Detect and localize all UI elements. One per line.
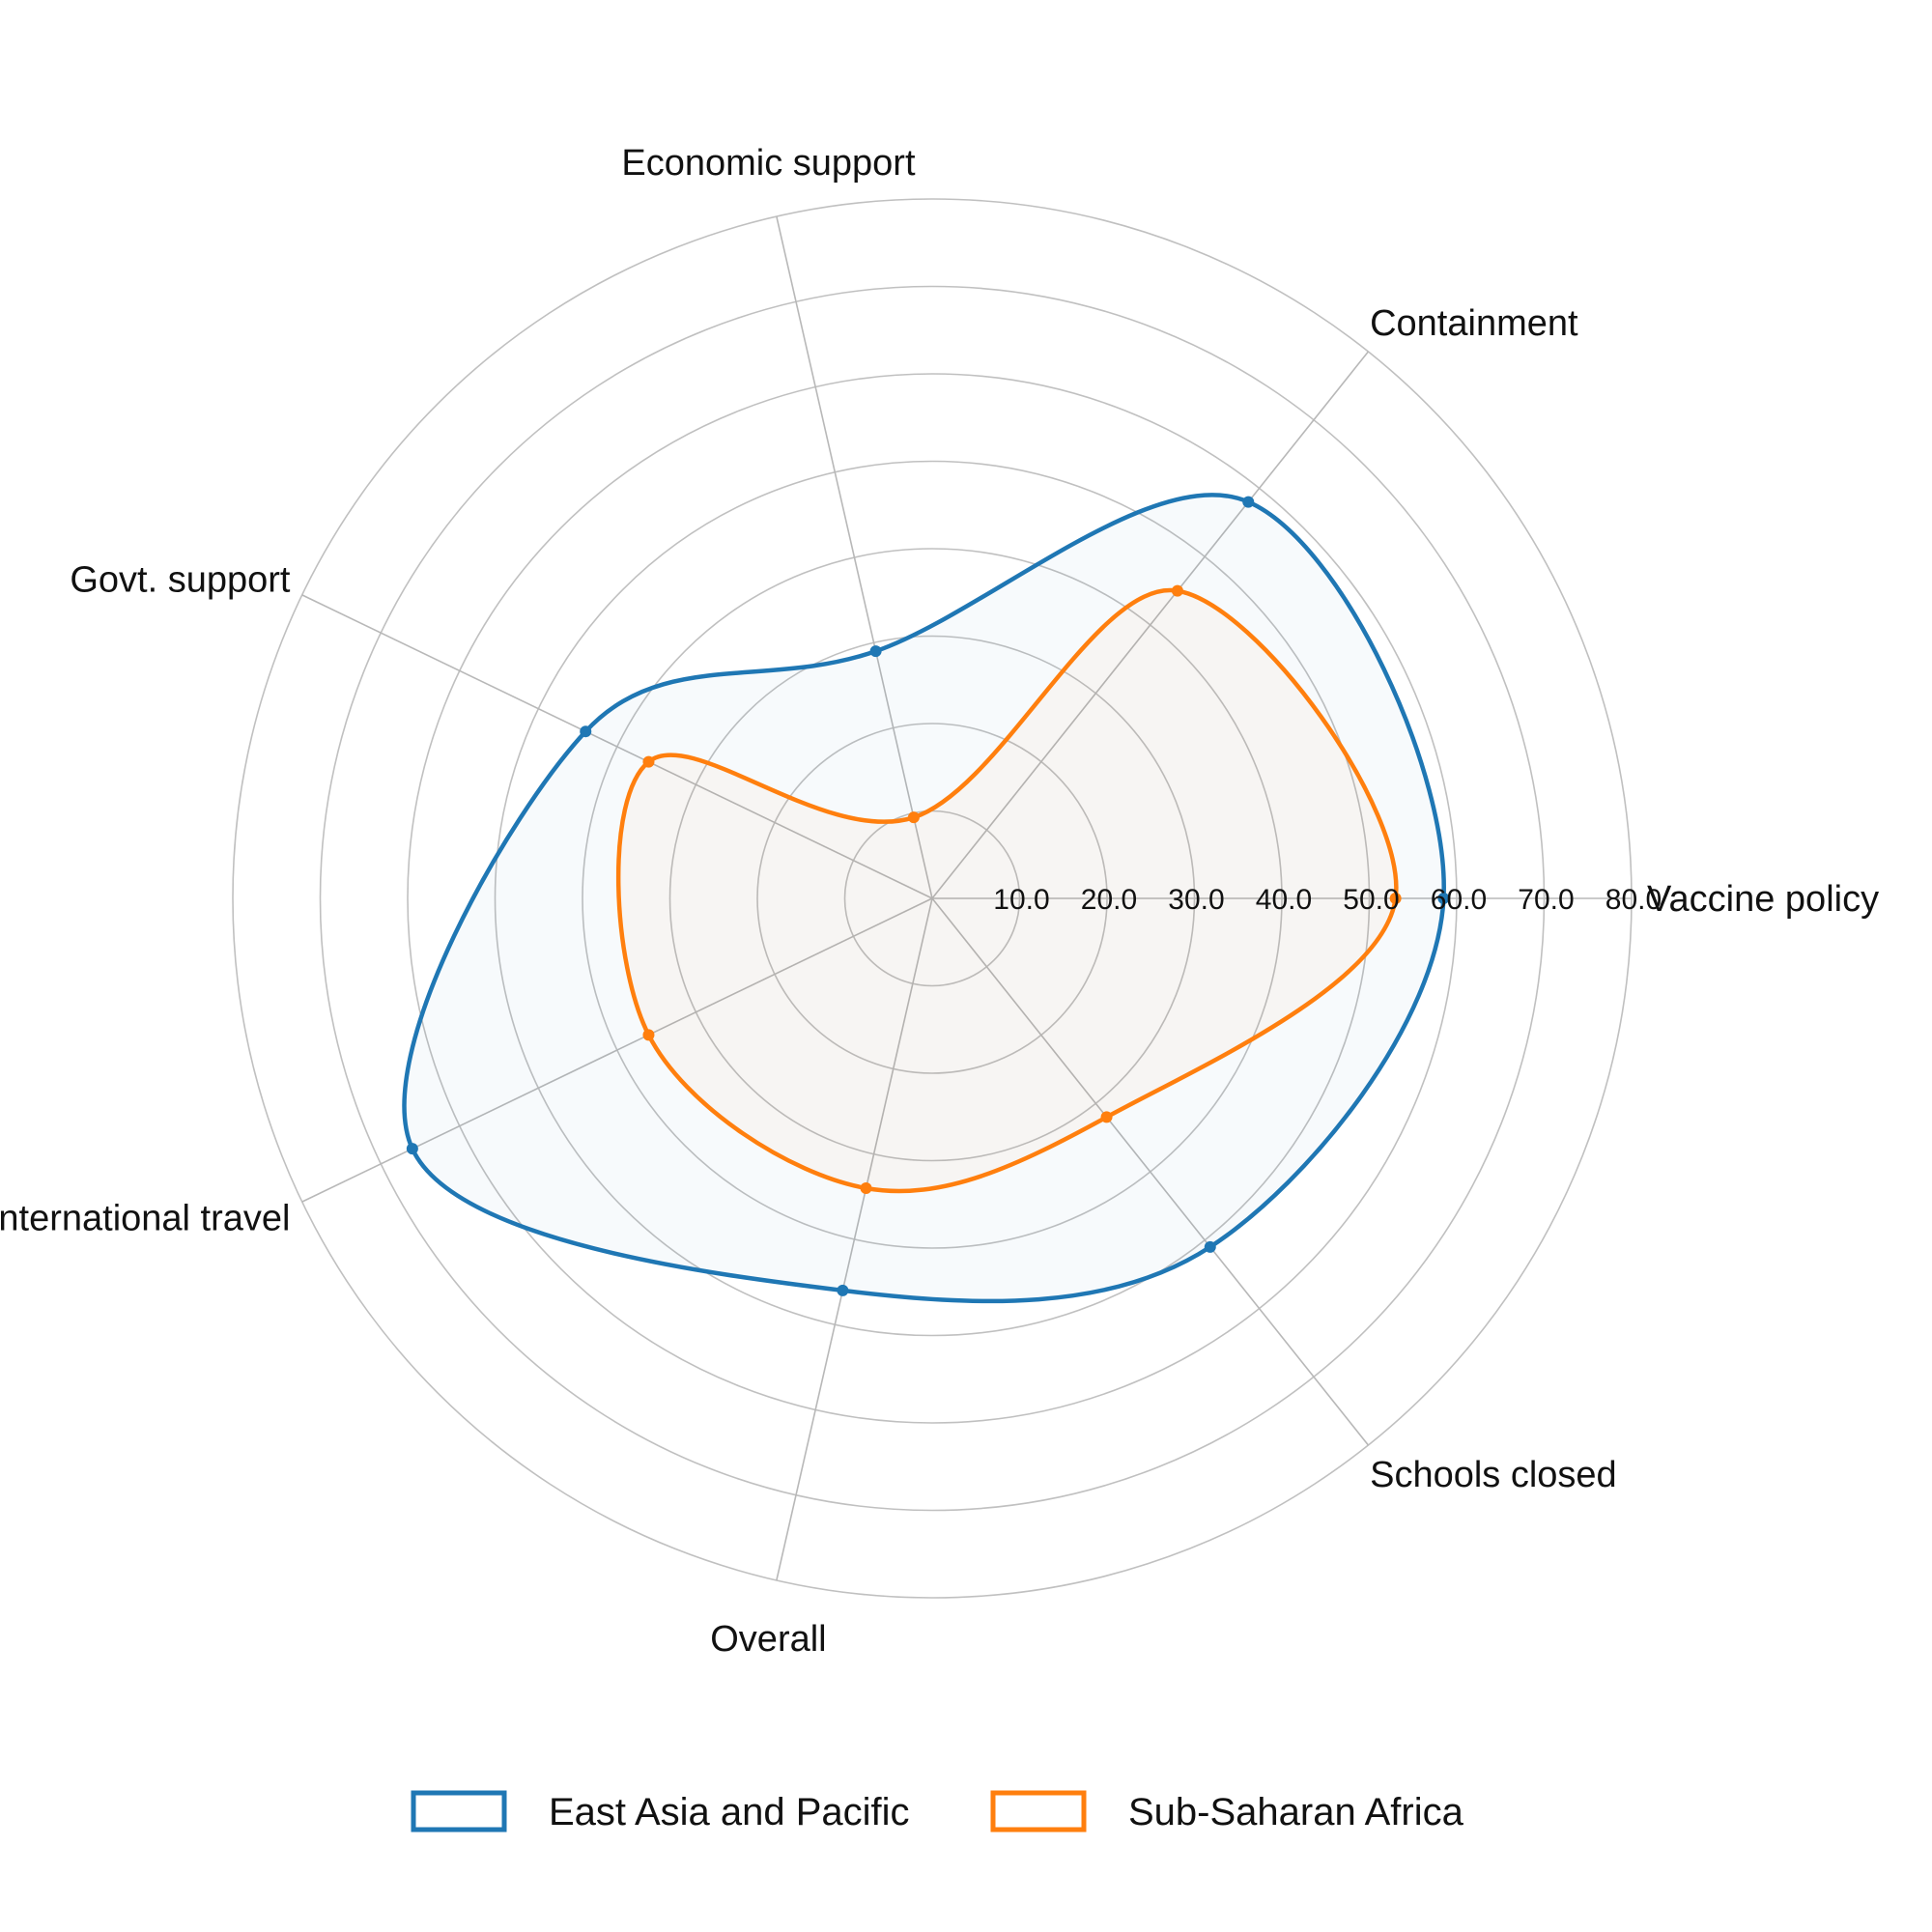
legend-label: Sub-Saharan Africa [1128,1791,1464,1833]
tick-label: 20.0 [1081,884,1137,916]
tick-label: 80.0 [1605,884,1662,916]
legend-swatch [990,1790,1087,1833]
tick-label: 40.0 [1256,884,1312,916]
series-point [907,811,920,824]
series-layer [402,493,1450,1304]
tick-labels: 10.0 20.0 30.0 40.0 50.0 60.0 70.0 80.0 [993,884,1662,916]
legend-label: East Asia and Pacific [549,1791,910,1833]
tick-label: 50.0 [1343,884,1399,916]
tick-label: 30.0 [1168,884,1224,916]
spoke-line [776,897,933,1581]
series-point [1100,1111,1113,1123]
tick-label: 10.0 [993,884,1049,916]
series-point [406,1143,418,1155]
series-line [402,493,1446,1304]
legend-swatch [411,1790,507,1833]
series-2 [615,584,1402,1194]
axis-label: Containment [1370,303,1578,344]
spoke-line [301,594,933,899]
series-point [1437,893,1450,904]
axis-label: Economic support [621,143,916,184]
spoke-line [931,897,1370,1446]
axis-labels: Vaccine policy Containment Economic suppor… [0,143,1879,1660]
series-1 [402,493,1450,1304]
axis-label: Schools closed [1370,1455,1617,1495]
series-point [580,725,592,738]
axis-label: Overall [710,1619,826,1660]
series-point [860,1181,872,1194]
series-point [837,1284,849,1296]
series-point [869,645,882,658]
series-point [642,755,655,768]
series-line [615,587,1399,1194]
tick-label: 60.0 [1431,884,1487,916]
series-point [1389,893,1402,904]
spoke-line [931,351,1370,899]
grid [232,198,1633,1599]
axis-label: Govt. support [70,559,291,600]
series-point [1204,1240,1216,1253]
axis-label: Vaccine policy [1647,879,1879,920]
series-point [642,1029,655,1041]
legend: East Asia and Pacific Sub-Saharan Africa [411,1790,1464,1833]
axis-label: International travel [0,1199,290,1239]
series-point [1242,496,1255,508]
spoke-line [776,215,933,899]
series-point [1171,584,1183,597]
tick-label: 70.0 [1518,884,1574,916]
spoke-line [301,897,933,1203]
